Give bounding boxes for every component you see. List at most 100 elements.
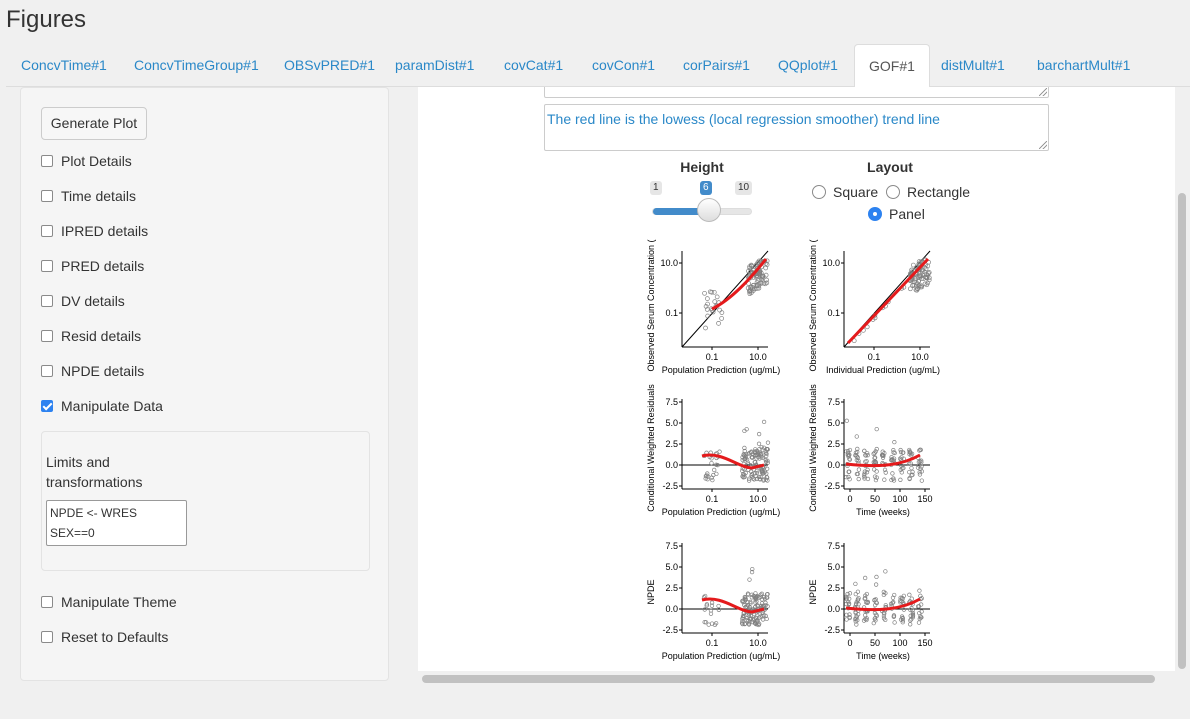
checkbox-manipulate-theme[interactable]: Manipulate Theme xyxy=(41,592,177,612)
data-point xyxy=(871,460,876,465)
checkbox-label: PRED details xyxy=(61,258,145,274)
y-tick-label: 0.0 xyxy=(827,460,840,470)
data-point xyxy=(854,457,859,463)
tab-paramdist[interactable]: paramDist#1 xyxy=(395,57,475,73)
tab-qqplot[interactable]: QQplot#1 xyxy=(778,57,838,73)
limits-transformations-textarea[interactable]: NPDE <- WRES SEX==0 xyxy=(46,500,187,546)
data-point xyxy=(764,453,769,459)
data-point xyxy=(716,320,721,326)
manipulate-data-well: Limits and transformations NPDE <- WRES … xyxy=(41,431,370,571)
resize-grip-icon[interactable] xyxy=(1039,141,1047,149)
horizontal-scrollbar[interactable] xyxy=(418,671,1175,686)
plot-panel-6 xyxy=(841,543,930,636)
trend-line xyxy=(845,597,921,612)
radio-button-selected[interactable] xyxy=(868,207,882,221)
height-slider[interactable] xyxy=(652,198,752,222)
tab-covcon[interactable]: covCon#1 xyxy=(592,57,656,73)
data-point xyxy=(854,622,859,627)
checkbox-box-checked[interactable] xyxy=(41,400,53,412)
tab-covcat[interactable]: covCat#1 xyxy=(504,57,564,73)
checkbox-manipulate-data[interactable]: Manipulate Data xyxy=(41,396,163,416)
data-point xyxy=(758,614,763,619)
radio-button[interactable] xyxy=(812,185,826,199)
checkbox-box[interactable] xyxy=(41,330,53,342)
y-axis-title: NPDE xyxy=(646,579,656,604)
radio-rectangle[interactable]: Rectangle xyxy=(886,184,970,200)
tab-barchartmult[interactable]: barchartMult#1 xyxy=(1037,57,1131,73)
data-point xyxy=(717,307,722,313)
data-point xyxy=(864,470,870,475)
checkbox-box[interactable] xyxy=(41,155,53,167)
tab-corpairs[interactable]: corPairs#1 xyxy=(683,57,750,73)
vertical-scrollbar[interactable] xyxy=(1175,87,1190,685)
data-point xyxy=(742,621,748,626)
data-point xyxy=(872,616,877,621)
data-point xyxy=(918,614,923,619)
data-point xyxy=(900,450,906,455)
generate-plot-button[interactable]: Generate Plot xyxy=(41,107,147,140)
sidebar-panel: Generate Plot Plot Details Time details … xyxy=(20,87,389,681)
tab-concvtime[interactable]: ConcvTime#1 xyxy=(21,57,107,73)
plot-title-textarea[interactable] xyxy=(544,87,1049,98)
data-point xyxy=(765,460,770,465)
caption-text: The red line is the lowess (local regres… xyxy=(547,111,940,127)
x-tick-label: 50 xyxy=(870,494,880,504)
plot-panel-1 xyxy=(679,250,770,350)
vertical-scroll-thumb[interactable] xyxy=(1178,193,1186,669)
caption-textarea[interactable]: The red line is the lowess (local regres… xyxy=(544,104,1049,151)
radio-button[interactable] xyxy=(886,185,900,199)
tab-distmult[interactable]: distMult#1 xyxy=(941,57,1005,73)
y-tick-label: 7.5 xyxy=(665,541,678,551)
checkbox-box[interactable] xyxy=(41,225,53,237)
checkbox-npde-details[interactable]: NPDE details xyxy=(41,361,144,381)
checkbox-ipred-details[interactable]: IPRED details xyxy=(41,221,148,241)
checkbox-box[interactable] xyxy=(41,596,53,608)
checkbox-reset-defaults[interactable]: Reset to Defaults xyxy=(41,627,168,647)
data-point xyxy=(742,472,747,477)
data-point xyxy=(872,455,877,461)
checkbox-plot-details[interactable]: Plot Details xyxy=(41,151,132,171)
data-point xyxy=(740,468,745,473)
data-point xyxy=(847,591,853,596)
data-point xyxy=(753,262,759,268)
resize-grip-icon[interactable] xyxy=(1039,88,1047,96)
checkbox-box[interactable] xyxy=(41,631,53,643)
radio-panel[interactable]: Panel xyxy=(868,206,925,222)
data-point xyxy=(846,450,851,456)
checkbox-pred-details[interactable]: PRED details xyxy=(41,256,144,276)
data-point xyxy=(708,611,714,616)
plot-panel-5 xyxy=(679,543,770,636)
data-point xyxy=(756,285,762,291)
checkbox-time-details[interactable]: Time details xyxy=(41,186,136,206)
checkbox-box[interactable] xyxy=(41,295,53,307)
checkbox-box[interactable] xyxy=(41,365,53,377)
data-point xyxy=(847,615,852,621)
data-point xyxy=(764,277,769,283)
tab-obsvpred[interactable]: OBSvPRED#1 xyxy=(284,57,376,73)
slider-handle[interactable] xyxy=(696,198,721,222)
data-point xyxy=(909,596,914,601)
data-point xyxy=(745,460,751,465)
checkbox-box[interactable] xyxy=(41,260,53,272)
tab-concvtimegroup[interactable]: ConcvTimeGroup#1 xyxy=(134,57,259,73)
data-point xyxy=(911,282,917,288)
data-point xyxy=(845,591,850,597)
checkbox-box[interactable] xyxy=(41,190,53,202)
horizontal-scroll-thumb[interactable] xyxy=(422,675,1155,683)
tab-gof[interactable]: GOF#1 xyxy=(854,44,930,88)
data-point xyxy=(910,608,915,613)
data-point xyxy=(909,465,914,471)
checkbox-label: NPDE details xyxy=(61,363,145,379)
data-point xyxy=(743,604,748,610)
y-tick-label: -2.5 xyxy=(662,625,678,635)
data-point xyxy=(919,478,924,483)
data-point xyxy=(916,259,922,264)
y-tick-label: 2.5 xyxy=(827,439,840,449)
checkbox-resid-details[interactable]: Resid details xyxy=(41,326,141,346)
data-point xyxy=(854,434,859,439)
checkbox-dv-details[interactable]: DV details xyxy=(41,291,125,311)
data-point xyxy=(749,595,754,600)
x-tick-label: 0 xyxy=(847,494,852,504)
radio-square[interactable]: Square xyxy=(812,184,878,200)
data-point xyxy=(892,440,897,445)
